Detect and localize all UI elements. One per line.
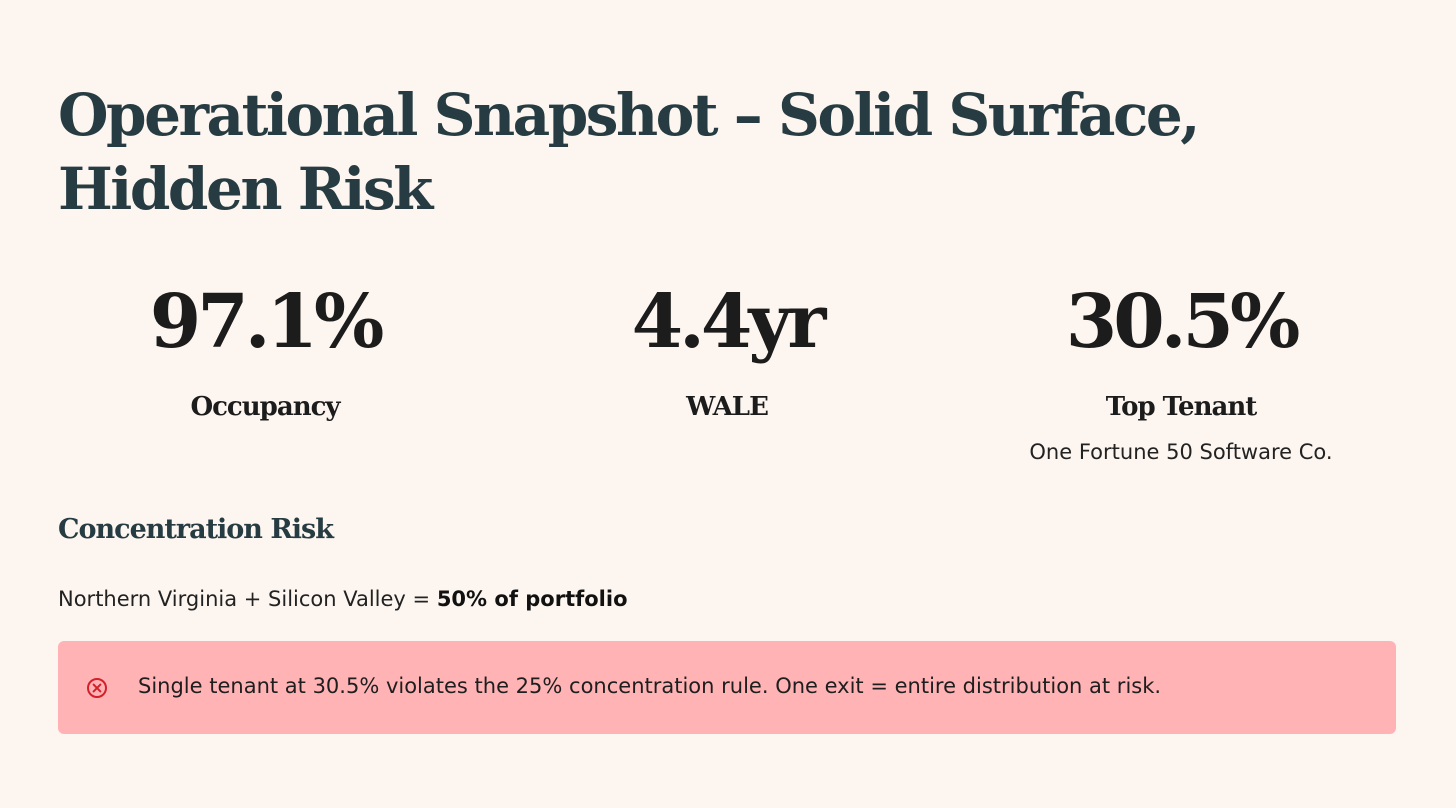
metric-label: Top Tenant	[1105, 392, 1258, 422]
metric-subtitle: One Fortune 50 Software Co.	[1029, 440, 1333, 464]
page-title: Operational Snapshot – Solid Surface, Hi…	[58, 81, 1200, 223]
metric-occupancy: 97.1% Occupancy	[42, 280, 488, 424]
metric-label: WALE	[686, 392, 769, 422]
metric-value: 4.4yr	[631, 279, 827, 365]
x-circle-icon	[87, 678, 107, 698]
concentration-summary-highlight: 50% of portfolio	[436, 587, 628, 611]
metric-label: Occupancy	[190, 392, 340, 422]
section-heading-concentration-risk: Concentration Risk	[58, 514, 334, 545]
operational-snapshot-slide: Operational Snapshot – Solid Surface, Hi…	[58, 0, 1396, 808]
risk-alert-message: Single tenant at 30.5% violates the 25% …	[138, 674, 1162, 698]
risk-alert-banner: Single tenant at 30.5% violates the 25% …	[58, 641, 1396, 734]
concentration-summary-prefix: Northern Virginia + Silicon Valley =	[58, 587, 437, 611]
concentration-summary: Northern Virginia + Silicon Valley = 50%…	[58, 584, 628, 614]
metrics-row: 97.1% Occupancy 4.4yr WALE 30.5% Top Ten…	[58, 280, 1396, 480]
metric-wale: 4.4yr WALE	[504, 280, 950, 424]
metric-top-tenant: 30.5% Top Tenant One Fortune 50 Software…	[958, 280, 1404, 466]
metric-value: 97.1%	[149, 279, 385, 365]
metric-value: 30.5%	[1065, 279, 1301, 365]
